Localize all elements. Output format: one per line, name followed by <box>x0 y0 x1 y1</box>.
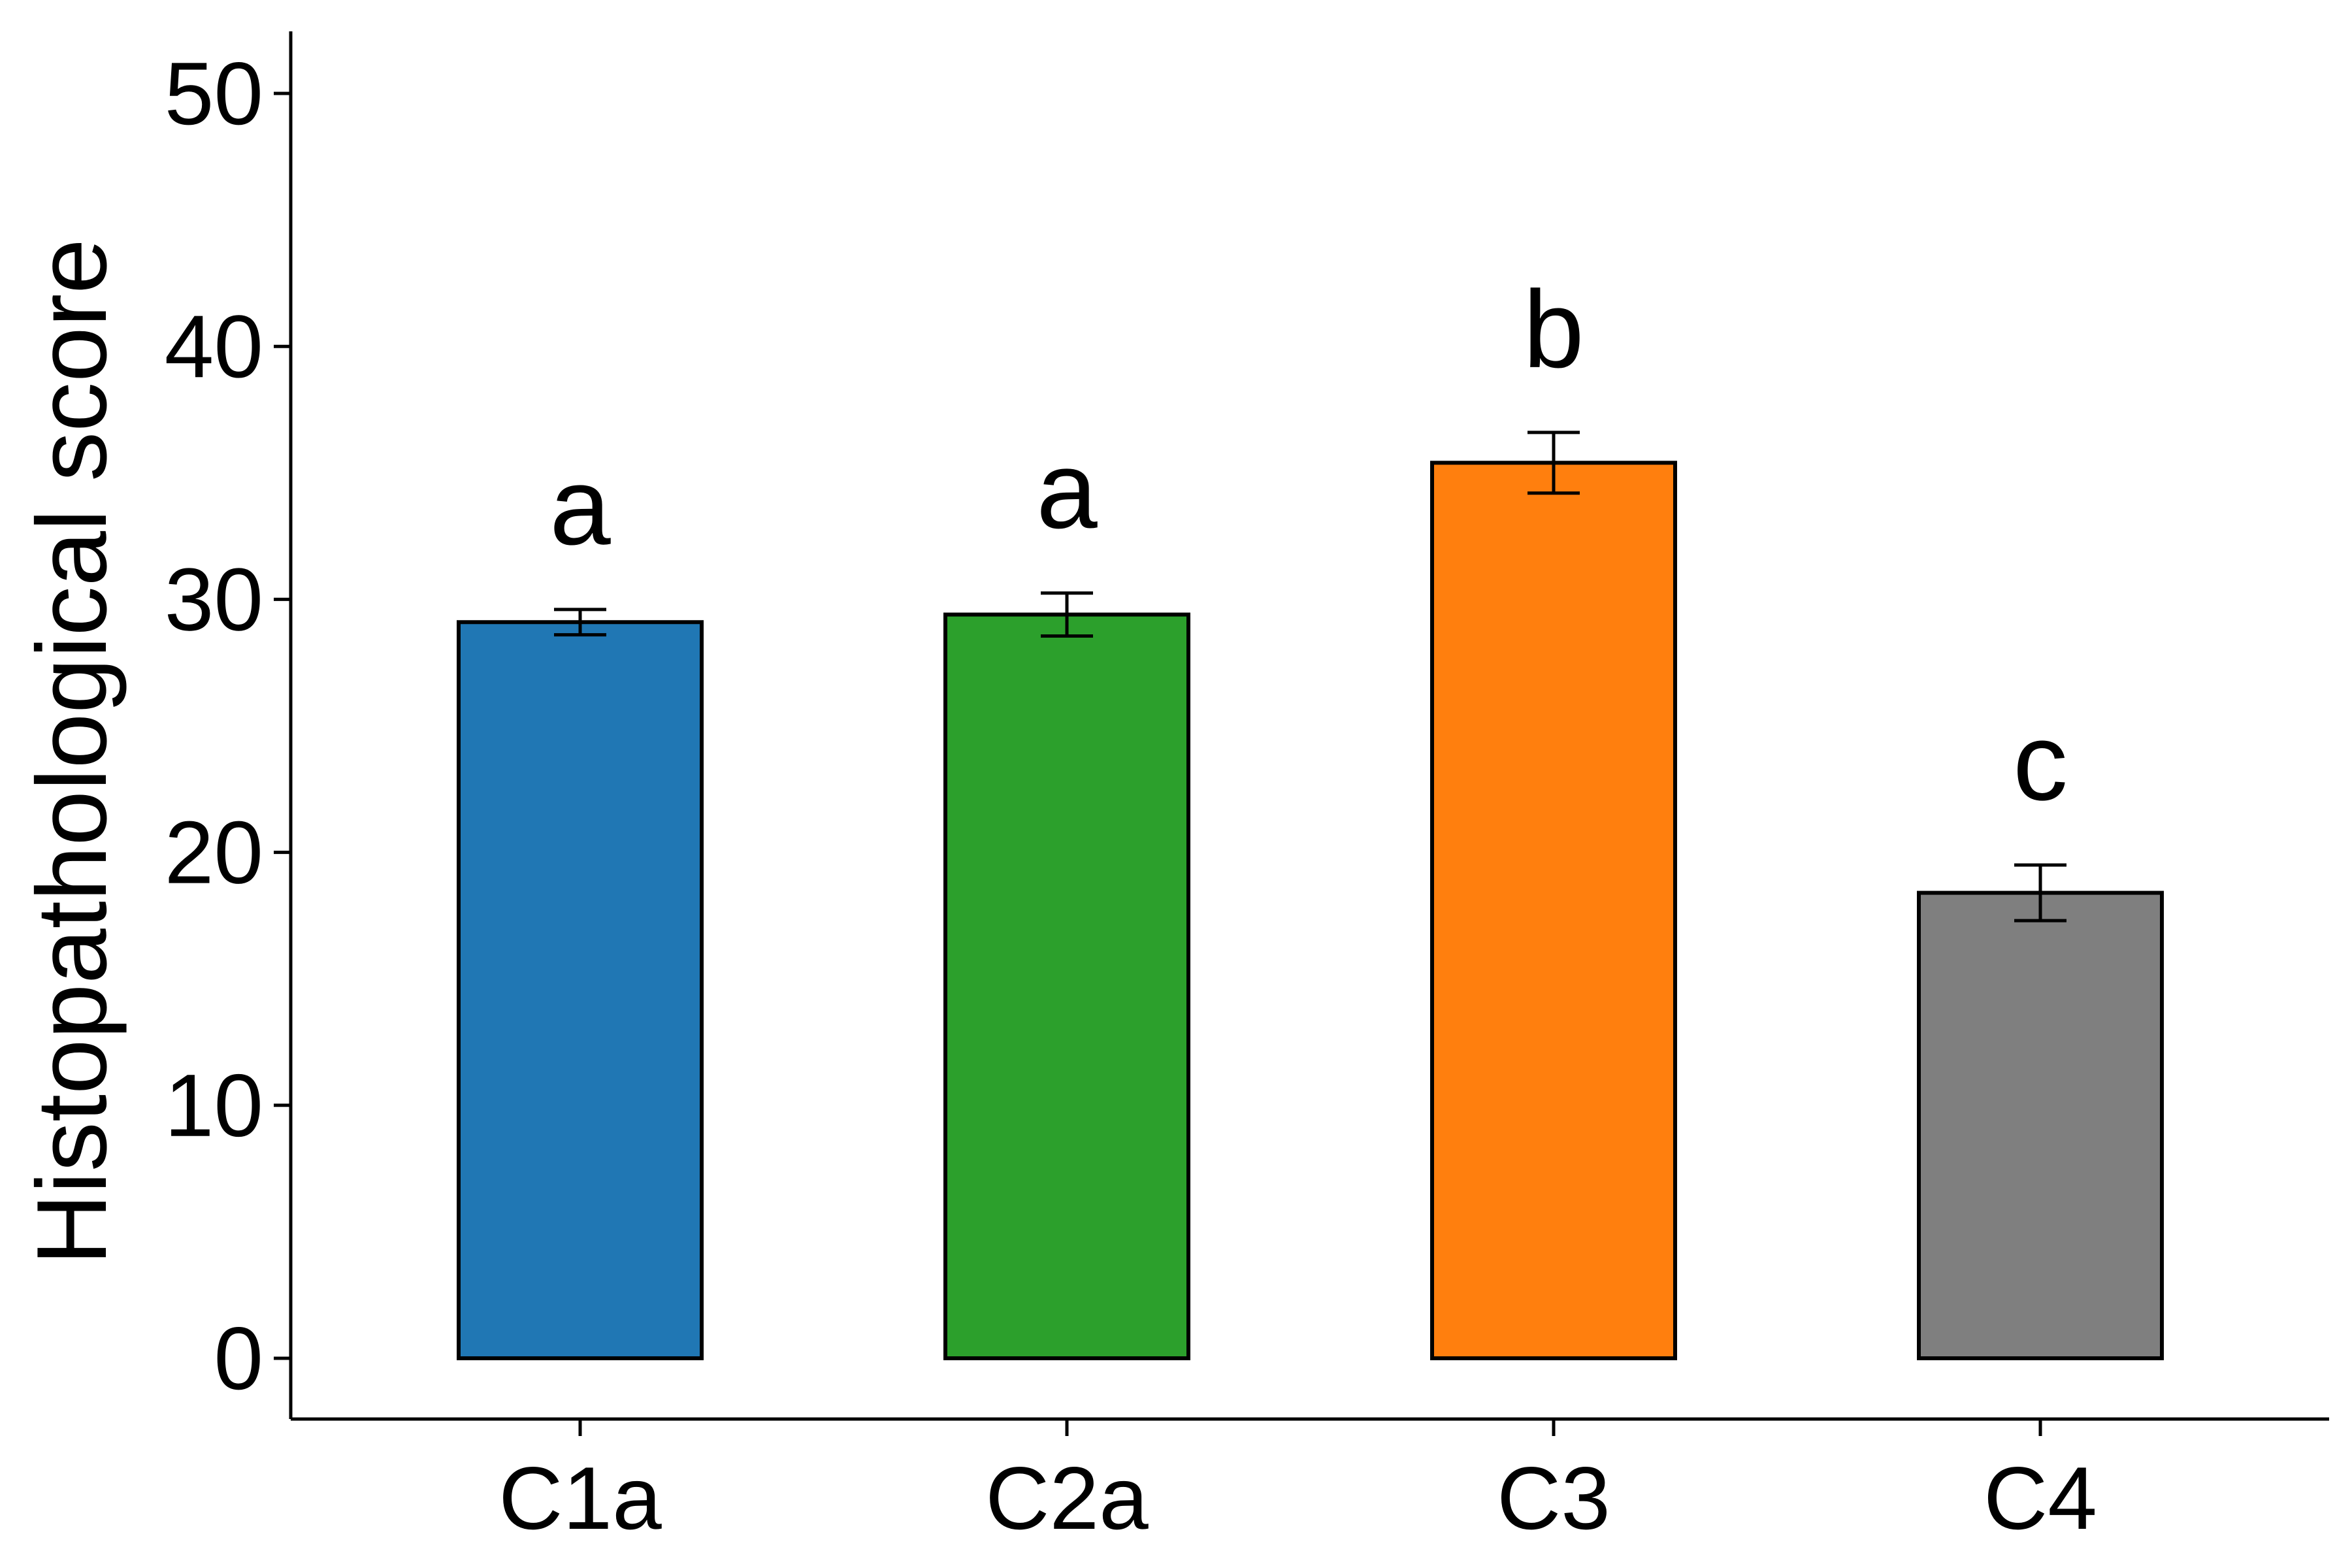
y-tick-label: 30 <box>165 549 263 649</box>
x-tick-label-C1a: C1a <box>498 1448 662 1548</box>
y-tick-label: 10 <box>165 1056 263 1155</box>
y-tick-label: 40 <box>165 297 263 396</box>
significance-label: c <box>2013 700 2068 823</box>
bar-C1a <box>457 620 704 1360</box>
x-tick-label-C2a: C2a <box>985 1448 1149 1548</box>
y-axis-title: Histopathological score <box>16 238 127 1266</box>
y-tick-label: 50 <box>165 44 263 143</box>
bar-C3 <box>1430 461 1677 1360</box>
significance-label: b <box>1523 268 1584 391</box>
x-tick-label-C3: C3 <box>1497 1448 1610 1548</box>
y-tick-label: 20 <box>165 803 263 902</box>
significance-label: a <box>1036 429 1098 551</box>
plot-area: 0 10 20 30 40 50 a C1a a C2a b C3 c C4 <box>165 31 2329 1548</box>
bar-C2a <box>943 612 1190 1361</box>
bar-C4 <box>1917 890 2164 1360</box>
significance-label: a <box>549 445 611 568</box>
x-tick-label-C4: C4 <box>1984 1448 2097 1548</box>
y-tick-label: 0 <box>214 1309 263 1408</box>
